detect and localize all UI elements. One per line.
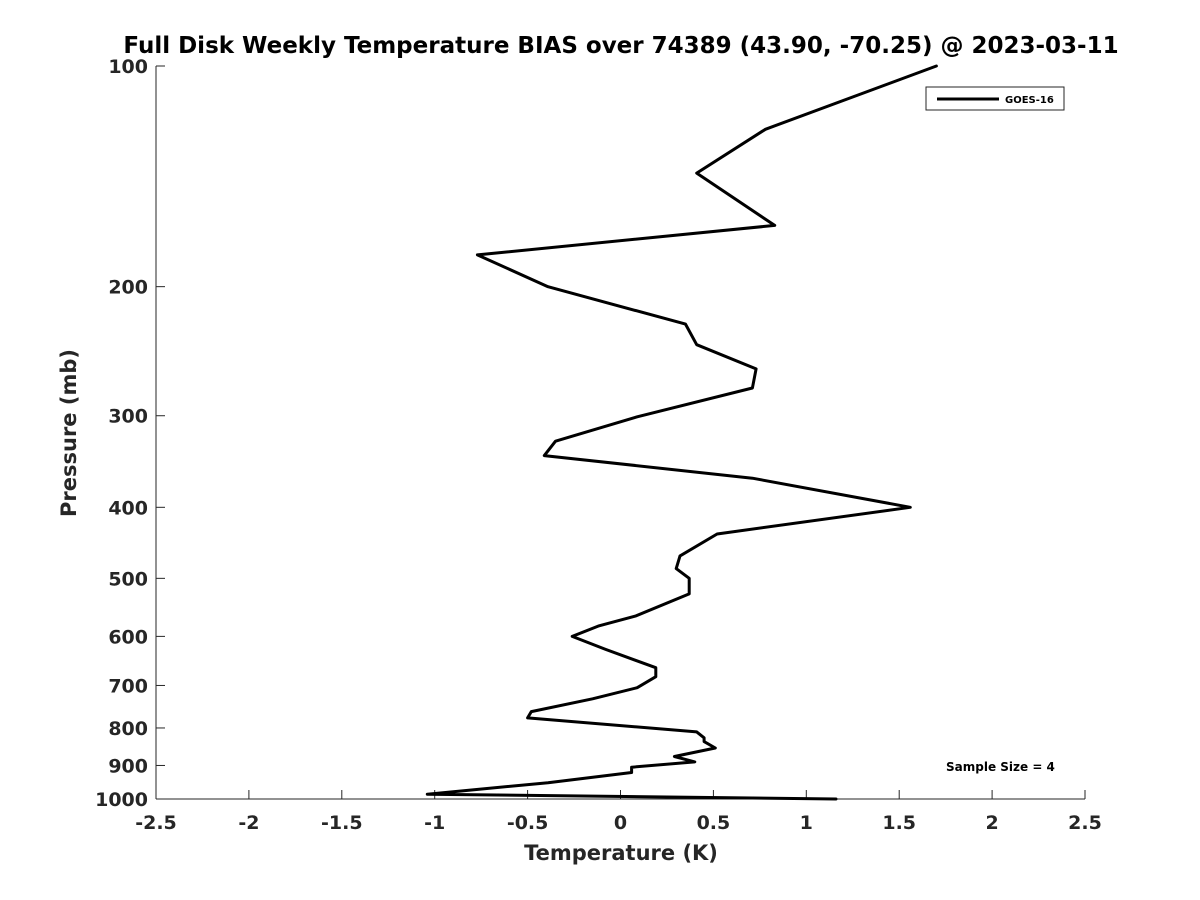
series-layer xyxy=(425,64,938,801)
y-tick-label: 700 xyxy=(108,675,148,697)
x-tick-label: -2 xyxy=(238,812,259,834)
y-tick-label: 200 xyxy=(108,277,148,299)
x-tick-label: -1 xyxy=(424,812,445,834)
sample-size-annotation: Sample Size = 4 xyxy=(946,760,1055,774)
x-axis-label: Temperature (K) xyxy=(524,841,718,865)
y-tick-label: 800 xyxy=(108,718,148,740)
legend-label-goes-16: GOES-16 xyxy=(1005,95,1054,106)
y-ticks: 100 200 300 400 500 600 700 800 900 1000 xyxy=(95,56,165,811)
y-tick-label: 300 xyxy=(108,406,148,428)
y-axis-label: Pressure (mb) xyxy=(57,349,81,517)
x-tick-label: 0 xyxy=(614,812,627,834)
y-tick-label: 100 xyxy=(108,56,148,78)
x-tick-label: 2 xyxy=(985,812,998,834)
x-tick-label: -2.5 xyxy=(135,812,177,834)
x-tick-label: 1.5 xyxy=(882,812,916,834)
chart-title: Full Disk Weekly Temperature BIAS over 7… xyxy=(123,33,1118,59)
y-tick-label: 600 xyxy=(108,626,148,648)
x-tick-label: 1 xyxy=(800,812,813,834)
y-tick-label: 400 xyxy=(108,497,148,519)
x-tick-label: 0.5 xyxy=(697,812,731,834)
x-tick-label: -0.5 xyxy=(507,812,549,834)
x-ticks: -2.5 -2 -1.5 -1 -0.5 0 0.5 1 1.5 2 2.5 xyxy=(135,790,1102,834)
series-line-goes-16 xyxy=(425,64,938,801)
x-tick-label: 2.5 xyxy=(1068,812,1102,834)
legend: GOES-16 xyxy=(925,86,1065,111)
y-tick-label: 900 xyxy=(108,755,148,777)
y-tick-label: 1000 xyxy=(95,789,148,811)
x-tick-label: -1.5 xyxy=(321,812,363,834)
y-tick-label: 500 xyxy=(108,568,148,590)
